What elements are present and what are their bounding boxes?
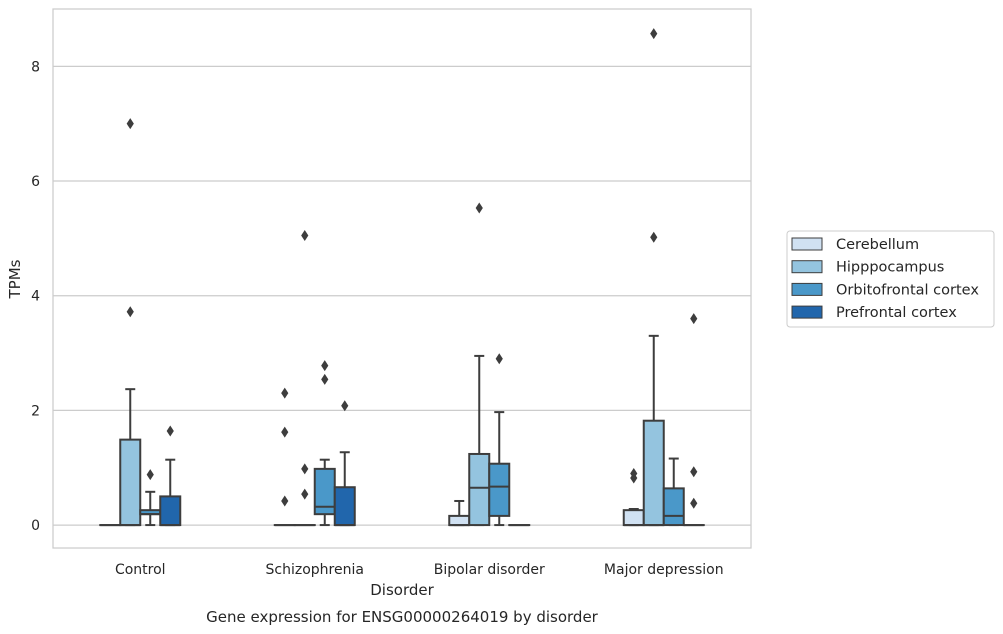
outlier-point — [281, 495, 289, 507]
x-axis-label: Disorder — [370, 581, 434, 599]
series-hipppocampus — [119, 28, 665, 527]
series-prefrontal-cortex — [159, 313, 705, 527]
box — [622, 509, 645, 527]
outlier-point — [301, 463, 309, 475]
outlier-point — [341, 400, 349, 412]
outlier-point — [126, 306, 134, 318]
legend-frame — [786, 230, 995, 328]
y-tick-label: 6 — [31, 174, 40, 190]
y-tick-label: 8 — [31, 59, 40, 75]
box — [488, 462, 511, 517]
outlier-point — [126, 118, 134, 130]
outlier-point — [321, 360, 329, 372]
outlier-point — [690, 497, 698, 509]
outlier-point — [650, 231, 658, 243]
legend-swatch — [791, 282, 823, 296]
outlier-point — [166, 425, 174, 437]
box-series — [99, 28, 705, 527]
y-tick-label: 2 — [31, 403, 40, 419]
outlier-point — [146, 469, 154, 481]
y-tick-labels: 0 2 4 6 8 — [31, 59, 40, 534]
outlier-point — [301, 229, 309, 241]
box — [119, 438, 142, 527]
outlier-point — [475, 202, 483, 214]
legend: Cerebellum Hipppocampus Orbitofrontal cort… — [786, 230, 995, 328]
box — [662, 487, 685, 527]
legend-swatch — [791, 305, 823, 319]
outlier-point — [281, 387, 289, 399]
chart-caption: Gene expression for ENSG00000264019 by d… — [206, 608, 599, 626]
outlier-point — [495, 353, 503, 365]
legend-entry: Prefrontal cortex — [836, 305, 957, 321]
x-tick-label: Major depression — [604, 562, 724, 578]
x-tick-labels: Control Schizophrenia Bipolar disorder Majo… — [115, 562, 724, 578]
y-tick-label: 0 — [31, 518, 40, 534]
outlier-point — [630, 467, 638, 479]
outlier-point — [321, 373, 329, 385]
box — [468, 452, 491, 527]
plot-area-frame — [52, 8, 752, 549]
x-tick-label: Schizophrenia — [266, 562, 364, 578]
legend-entry: Hipppocampus — [836, 260, 944, 276]
y-axis-label: TPMs — [6, 259, 24, 299]
legend-swatch — [791, 237, 823, 251]
legend-entry: Cerebellum — [836, 237, 919, 253]
box — [448, 514, 471, 527]
outlier-point — [301, 488, 309, 500]
outlier-point — [690, 466, 698, 478]
box — [333, 486, 356, 527]
outlier-point — [690, 313, 698, 325]
y-tick-label: 4 — [31, 289, 40, 305]
x-tick-label: Bipolar disorder — [434, 562, 545, 578]
series-orbitofrontal-cortex — [139, 353, 685, 527]
series-cerebellum — [99, 387, 645, 527]
box — [642, 419, 665, 527]
legend-swatch — [791, 260, 823, 274]
outlier-point — [281, 426, 289, 438]
legend-entry: Orbitofrontal cortex — [836, 282, 979, 298]
x-tick-label: Control — [115, 562, 166, 578]
box — [159, 495, 182, 527]
outlier-point — [650, 28, 658, 40]
